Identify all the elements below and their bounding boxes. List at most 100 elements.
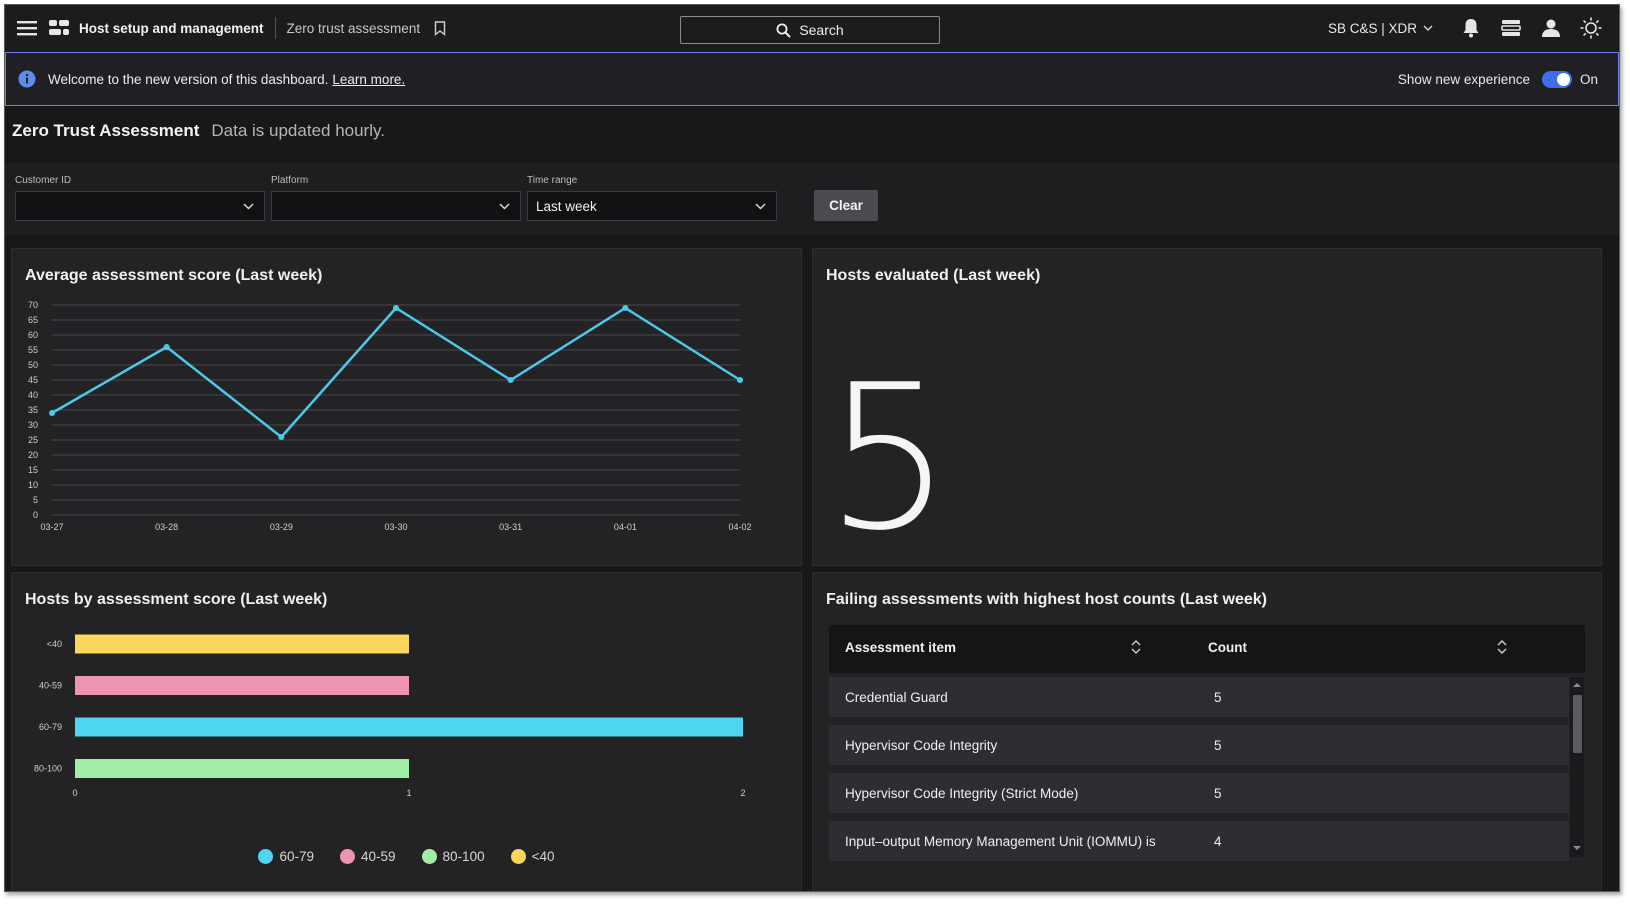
y-tick-label: 45 <box>28 375 38 385</box>
banner-message-text: Welcome to the new version of this dashb… <box>48 71 329 87</box>
page-subtitle: Data is updated hourly. <box>211 121 385 140</box>
column-header-assessment-item[interactable]: Assessment item <box>845 640 957 655</box>
hamburger-menu-icon[interactable] <box>11 12 43 44</box>
time-range-select[interactable]: Last week <box>527 191 777 221</box>
hosts-evaluated-panel: Hosts evaluated (Last week) 5 <box>812 248 1602 566</box>
series-line <box>51 306 741 439</box>
y-tick-label: 15 <box>28 465 38 475</box>
data-point <box>163 344 170 350</box>
platform-select[interactable] <box>271 191 521 221</box>
column-header-count[interactable]: Count <box>1208 640 1247 655</box>
time-range-filter: Time range Last week <box>527 175 777 221</box>
legend-item[interactable]: <40 <box>510 849 555 864</box>
data-point <box>393 305 399 311</box>
y-tick-label: 65 <box>28 315 38 325</box>
bar <box>75 634 409 654</box>
y-tick-label: 50 <box>28 360 38 370</box>
user-icon[interactable] <box>1535 12 1567 44</box>
legend-item[interactable]: 80-100 <box>421 849 485 864</box>
hosts-by-score-title: Hosts by assessment score (Last week) <box>25 591 328 608</box>
chevron-down-icon <box>499 202 510 210</box>
banner-message: Welcome to the new version of this dashb… <box>48 72 405 87</box>
time-range-label: Time range <box>527 175 578 186</box>
learn-more-link[interactable]: Learn more. <box>332 71 406 87</box>
info-icon <box>18 70 36 88</box>
legend-item[interactable]: 60-79 <box>258 849 314 864</box>
avg-score-title: Average assessment score (Last week) <box>25 267 323 284</box>
assessment-item-cell: Credential Guard <box>845 689 948 705</box>
legend-dot-icon <box>510 849 526 864</box>
time-range-value: Last week <box>536 198 597 214</box>
x-tick-label: 1 <box>406 788 411 798</box>
customer-id-label: Customer ID <box>15 175 72 186</box>
data-point <box>49 410 55 416</box>
legend-label: 60-79 <box>279 849 315 864</box>
y-tick-label: 25 <box>28 435 38 445</box>
data-point <box>737 377 743 383</box>
table-scrollbar[interactable] <box>1570 677 1584 857</box>
bar <box>75 676 409 695</box>
avg-score-line-chart: 0 5 10 15 20 25 30 35 40 45 50 55 60 65 70 03-27 03-28 03… <box>28 300 752 532</box>
assessment-item-cell: Input–output Memory Management Unit (IOM… <box>845 833 1156 849</box>
platform-label: Platform <box>271 175 309 186</box>
tasks-icon[interactable] <box>1495 12 1527 44</box>
table-row[interactable]: Credential Guard 5 <box>829 677 1569 717</box>
legend-item[interactable]: 40-59 <box>340 849 396 864</box>
legend-dot-icon <box>340 849 356 864</box>
count-cell: 5 <box>1214 737 1222 753</box>
theme-sun-icon[interactable] <box>1575 12 1607 44</box>
hosts-by-score-panel: Hosts by assessment score (Last week) <4… <box>11 572 802 891</box>
sort-icon[interactable] <box>1131 639 1141 655</box>
failing-assessments-panel: Failing assessments with highest host co… <box>812 572 1602 891</box>
scroll-up-arrow-icon[interactable] <box>1570 680 1584 690</box>
search-button[interactable]: Search <box>680 16 940 44</box>
x-tick-label: 0 <box>72 788 77 798</box>
y-tick-label: 10 <box>28 480 38 490</box>
search-icon <box>776 23 792 38</box>
page-heading: Zero Trust Assessment Data is updated ho… <box>12 121 385 141</box>
sort-icon[interactable] <box>1497 639 1507 655</box>
filter-bar: Customer ID Platform Time range Last wee… <box>5 163 1619 235</box>
legend-label: 40-59 <box>361 849 396 864</box>
x-tick-label: 03-30 <box>384 522 407 532</box>
search-label: Search <box>799 22 844 38</box>
x-tick-label: 2 <box>740 788 745 798</box>
customer-id-select[interactable] <box>15 191 265 221</box>
chevron-down-icon <box>1423 25 1433 31</box>
x-tick-label: 03-31 <box>499 522 522 532</box>
table-row[interactable]: Hypervisor Code Integrity (Strict Mode) … <box>829 773 1569 813</box>
y-tick-label: 80-100 <box>34 764 62 774</box>
legend-dot-icon <box>421 849 437 864</box>
bookmark-icon[interactable] <box>424 12 456 44</box>
data-point <box>622 305 629 311</box>
y-tick-label: 60-79 <box>39 722 62 732</box>
y-tick-label: 55 <box>28 345 38 355</box>
tenant-label: SB C&S | XDR <box>1327 20 1417 36</box>
table-row[interactable]: Hypervisor Code Integrity 5 <box>829 725 1569 765</box>
scrollbar-thumb[interactable] <box>1573 695 1582 753</box>
new-experience-toggle[interactable] <box>1541 70 1572 88</box>
chart-legend: 60-79 40-59 80-100 <40 <box>12 849 801 864</box>
chevron-down-icon <box>243 202 254 210</box>
bell-icon[interactable] <box>1455 12 1487 44</box>
app-title[interactable]: Host setup and management <box>79 20 264 36</box>
clear-button[interactable]: Clear <box>814 190 878 221</box>
divider <box>274 17 276 39</box>
x-tick-label: 03-28 <box>155 522 178 532</box>
table-row[interactable]: Input–output Memory Management Unit (IOM… <box>829 821 1569 861</box>
breadcrumb[interactable]: Zero trust assessment <box>286 20 421 36</box>
legend-label: 80-100 <box>442 849 485 864</box>
x-tick-label: 03-29 <box>270 522 293 532</box>
y-tick-label: 35 <box>28 405 38 415</box>
hosts-by-score-bar-chart: <40 40-59 60-79 80-100 0 1 2 <box>34 634 746 798</box>
toggle-label: Show new experience <box>1397 71 1530 87</box>
scroll-down-arrow-icon[interactable] <box>1570 843 1584 853</box>
customer-id-filter: Customer ID <box>15 175 265 221</box>
tenant-selector[interactable]: SB C&S | XDR <box>1328 21 1433 36</box>
toggle-state: On <box>1579 71 1598 87</box>
x-tick-label: 04-01 <box>614 522 637 532</box>
y-tick-label: <40 <box>47 639 62 649</box>
chevron-down-icon <box>755 202 766 210</box>
x-tick-label: 03-27 <box>40 522 63 532</box>
table-body: Credential Guard 5 Hypervisor Code Integ… <box>829 677 1569 869</box>
